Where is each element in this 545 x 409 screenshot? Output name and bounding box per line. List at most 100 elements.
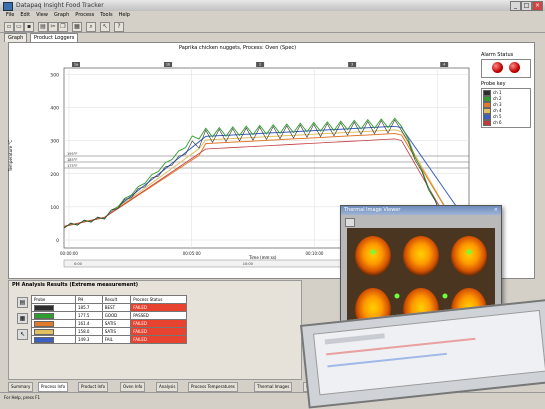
probe-key-label: Probe key <box>481 81 506 87</box>
alarm-lamps <box>481 59 531 78</box>
probe-trace-2 <box>63 117 470 241</box>
zoom-icon[interactable]: ⌕ <box>86 22 96 32</box>
ph-cell: 185.7 <box>74 303 103 312</box>
analysis-panel: PH Analysis Results (Extreme measurement… <box>8 280 302 380</box>
probe-swatch <box>31 303 76 312</box>
result-cell: SATIS <box>101 319 132 328</box>
probe-trace-3 <box>63 133 470 240</box>
maximize-button[interactable]: □ <box>521 1 532 11</box>
menu-edit[interactable]: Edit <box>20 12 31 18</box>
print-results-icon[interactable]: ▤ <box>17 297 28 308</box>
y-tick-label: 500 <box>50 72 59 78</box>
table-header: Process Status <box>130 295 187 304</box>
image-toolbar-icon[interactable] <box>345 218 355 227</box>
table-row[interactable]: 149.3 FAIL FAILED <box>31 335 187 344</box>
cut-icon[interactable]: ✂ <box>48 22 58 32</box>
image-window-titlebar[interactable]: Thermal Image Viewer × <box>341 206 501 215</box>
toolbar: ▫ ▭ ▪ ▤ ✂ ❐ ▦ ⌕ ↖ ? <box>0 20 545 33</box>
x-tick-label: 00:05:00 <box>183 251 201 256</box>
table-header: PH <box>74 295 103 304</box>
probe-swatch <box>31 311 76 320</box>
legend-swatch <box>483 90 491 96</box>
status-cell: FAILED <box>130 319 187 328</box>
save-icon[interactable]: ▪ <box>24 22 34 32</box>
probe-swatch <box>31 335 76 344</box>
laptop-screen-header <box>324 333 385 345</box>
print-icon[interactable]: ▤ <box>38 22 48 32</box>
result-cell: GOOD <box>101 311 132 320</box>
menu-graph[interactable]: Graph <box>53 12 70 18</box>
export-icon[interactable]: ▦ <box>17 313 28 324</box>
reference-label: 185°F <box>67 158 77 162</box>
status-cell: FAILED <box>130 303 187 312</box>
probe-color-swatch <box>34 320 54 327</box>
table-row[interactable]: 185.7 BEST FAILED <box>31 303 187 312</box>
close-icon[interactable]: × <box>493 207 498 213</box>
paste-icon[interactable]: ▦ <box>72 22 82 32</box>
laptop-screen <box>312 309 545 396</box>
pointer-icon[interactable]: ↖ <box>17 329 28 340</box>
close-button[interactable]: × <box>532 1 543 11</box>
tab-oven-info[interactable]: Oven Info <box>120 382 146 392</box>
ph-cell: 149.3 <box>74 335 103 344</box>
probe-color-swatch <box>34 328 54 335</box>
menu-process[interactable]: Process <box>75 12 95 18</box>
chart-title: Paprika chicken nuggets, Process: Oven (… <box>179 45 297 51</box>
tab-thermal-images[interactable]: Thermal Images <box>254 382 293 392</box>
probe-legend: ch 1 ch 2 ch 3 ch 4 ch 5 ch 6 <box>481 88 531 128</box>
marker-box <box>440 62 449 67</box>
table-row[interactable]: 158.0 SATIS FAILED <box>31 327 187 336</box>
x-tick-label: 00:00:00 <box>60 251 78 256</box>
marker-box <box>348 62 357 67</box>
probe-swatch <box>31 327 76 336</box>
probe-color-swatch <box>34 304 54 311</box>
tab-process-info[interactable]: Process Info <box>38 382 69 392</box>
window-title: Datapaq Insight Food Tracker <box>16 2 104 9</box>
tab-process-temperatures[interactable]: Process Temperatures <box>188 382 238 392</box>
legend-entry: ch 6 <box>483 120 529 126</box>
menu-view[interactable]: View <box>36 12 48 18</box>
x-tick-label: 00:10:00 <box>305 251 323 256</box>
marker-box <box>72 62 80 67</box>
menu-help[interactable]: Help <box>118 12 130 18</box>
result-cell: SATIS <box>101 327 132 336</box>
status-bar: For Help, press F1 <box>0 392 545 402</box>
menu-tools[interactable]: Tools <box>100 12 113 18</box>
status-cell: PASSED <box>130 311 187 320</box>
help-icon[interactable]: ? <box>114 22 124 32</box>
probe-swatch <box>31 319 76 328</box>
minimize-button[interactable]: _ <box>510 1 521 11</box>
tab-strip: Graph Product Loggers <box>0 33 545 42</box>
copy-icon[interactable]: ❐ <box>58 22 68 32</box>
alarm-lamp-icon <box>509 62 520 73</box>
tab-product-loggers[interactable]: Product Loggers <box>30 33 79 42</box>
new-icon[interactable]: ▫ <box>4 22 14 32</box>
table-row[interactable]: 161.4 SATIS FAILED <box>31 319 187 328</box>
legend-entry: ch 1 <box>483 90 529 96</box>
results-table: Probe PH Result Process Status 185.7 BES… <box>31 295 187 344</box>
tab-analysis[interactable]: Analysis <box>156 382 179 392</box>
temperature-chart[interactable]: 0 100 200 300 400 500 00:00:00 00:05:00 00:10:00… <box>9 43 534 278</box>
open-icon[interactable]: ▭ <box>14 22 24 32</box>
menu-file[interactable]: File <box>6 12 15 18</box>
marker-label: 4 <box>443 63 446 67</box>
side-panel: Alarm Status Probe key ch 1 ch 2 ch 3 ch… <box>481 52 531 147</box>
table-row[interactable]: 177.5 GOOD PASSED <box>31 311 187 320</box>
image-window-title: Thermal Image Viewer <box>344 207 401 213</box>
ph-cell: 158.0 <box>74 327 103 336</box>
tab-product-info[interactable]: Product Info <box>78 382 109 392</box>
bottom-tab-strip: Summary Process Info Product Info Oven I… <box>8 382 545 392</box>
probe-color-swatch <box>34 312 54 319</box>
app-icon <box>3 2 13 11</box>
probe-trace-5 <box>63 125 470 227</box>
tab-graph[interactable]: Graph <box>4 33 28 42</box>
probe-trace-1 <box>63 119 470 242</box>
legend-swatch <box>483 114 491 120</box>
tab-summary[interactable]: Summary <box>8 382 34 392</box>
result-cell: BEST <box>101 303 132 312</box>
legend-swatch <box>483 120 491 126</box>
cursor-icon[interactable]: ↖ <box>100 22 110 32</box>
marker-label: 2 <box>259 63 261 67</box>
y-tick-label: 400 <box>50 106 59 112</box>
y-axis-label: Temperature °C <box>8 139 14 172</box>
